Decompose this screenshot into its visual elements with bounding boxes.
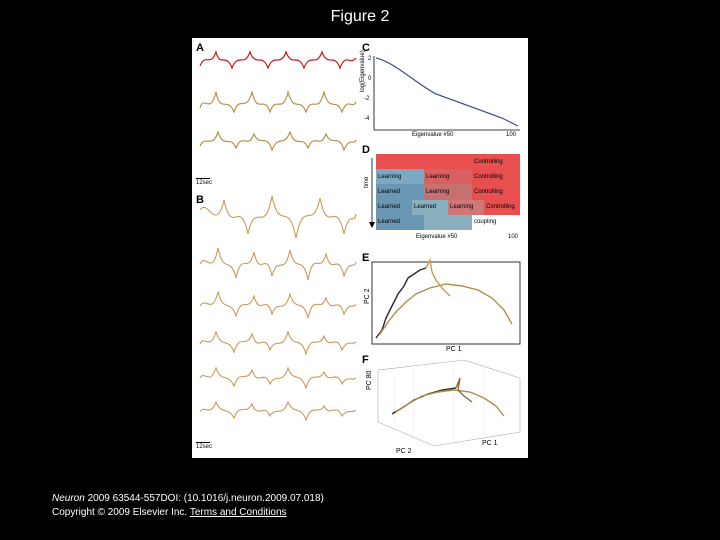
heatmap-cell: Learned <box>412 200 448 215</box>
panel-d-arrow <box>368 154 376 230</box>
scale-bar-b: 12sec <box>196 442 212 450</box>
svg-text:0: 0 <box>368 76 372 82</box>
scale-bar-a: 12sec <box>196 178 212 186</box>
heatmap-cell: Learned <box>376 215 424 230</box>
footer-terms-link[interactable]: Terms and Conditions <box>190 507 287 518</box>
heatmap-cell: Controlling <box>472 169 520 184</box>
panel-e-ylabel: PC 2 <box>364 288 371 304</box>
panel-d-heatmap: ControllingLearningLearningControllingLe… <box>376 154 520 230</box>
heatmap-cell: Learned <box>376 200 412 215</box>
panel-c-xtick0: Eigenvalue #50 <box>412 132 453 138</box>
footer: Neuron 2009 63544-557DOI: (10.1016/j.neu… <box>52 492 324 520</box>
panel-e-plot <box>364 256 524 352</box>
heatmap-cell: coupling <box>472 215 520 230</box>
figure-title: Figure 2 <box>0 0 720 26</box>
footer-journal: Neuron <box>52 493 85 504</box>
heatmap-cell <box>424 154 472 169</box>
footer-citation: 2009 63544-557DOI: (10.1016/j.neuron.200… <box>88 493 324 504</box>
panel-ab-traces <box>192 38 362 458</box>
heatmap-cell: Learning <box>424 184 472 199</box>
panel-f-xlabel: PC 1 <box>482 440 498 447</box>
svg-text:-4: -4 <box>364 116 370 122</box>
panel-c-ylabel: log(Eigenvalue) <box>360 50 366 92</box>
panel-c-plot: 2 0 -2 -4 <box>364 48 524 138</box>
panel-f-ylabel: PC 2 <box>396 448 412 455</box>
heatmap-cell: Controlling <box>472 184 520 199</box>
panel-f-plot <box>364 358 524 454</box>
panel-d-xlabel: Eigenvalue #50 <box>416 234 457 240</box>
panel-d-xlabel-r: 100 <box>508 234 518 240</box>
svg-text:2: 2 <box>368 56 372 62</box>
heatmap-cell: Controlling <box>484 200 520 215</box>
heatmap-cell: Learning <box>424 169 472 184</box>
figure-panels: A B C D E F 12sec 12sec 2 0 -2 -4 log(Ei… <box>192 38 528 458</box>
heatmap-cell: Learning <box>448 200 484 215</box>
heatmap-cell: Learned <box>376 184 424 199</box>
heatmap-cell: Controlling <box>472 154 520 169</box>
heatmap-cell <box>376 154 424 169</box>
panel-f-zlabel: PC 80 <box>366 371 373 390</box>
panel-c-xtick1: 100 <box>506 132 516 138</box>
footer-copyright: Copyright © 2009 Elsevier Inc. <box>52 507 187 518</box>
svg-text:-2: -2 <box>364 96 370 102</box>
panel-e-xlabel: PC 1 <box>446 346 462 353</box>
heatmap-cell <box>424 215 472 230</box>
heatmap-cell: Learning <box>376 169 424 184</box>
